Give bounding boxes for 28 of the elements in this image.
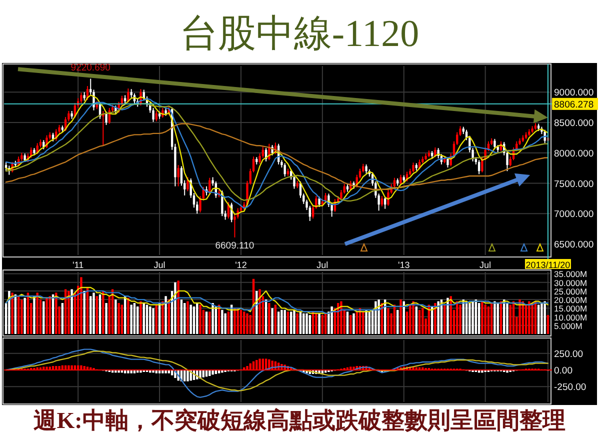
y-tick-label: 30.000M bbox=[554, 278, 588, 288]
y-tick-label: 10.000M bbox=[554, 312, 588, 322]
annotation: 9220.690 bbox=[70, 62, 110, 74]
annotation: 6609.110 bbox=[215, 240, 254, 252]
ref-line-label: 8806.278 bbox=[554, 99, 594, 110]
x-tick-label: '12 bbox=[235, 260, 247, 270]
x-tick-label: Jul bbox=[480, 260, 492, 270]
y-tick-label: 7000.000 bbox=[554, 209, 594, 220]
y-tick-label: 8000.000 bbox=[554, 148, 594, 160]
y-tick-label: 6500.000 bbox=[554, 240, 594, 251]
x-tick-label: 2013/11/20 bbox=[526, 260, 570, 270]
y-tick-label: 5.000M bbox=[554, 320, 582, 331]
y-tick-label: -250.00 bbox=[554, 382, 586, 394]
x-tick-label: '13 bbox=[398, 260, 410, 270]
y-tick-label: 35.000M bbox=[554, 269, 588, 280]
y-tick-label: 20.000M bbox=[554, 295, 588, 306]
y-tick-label: 15.000M bbox=[554, 304, 588, 314]
y-tick-label: 250.00 bbox=[554, 348, 584, 360]
text: 週K:中軸，不突破短線高點或跌破整數則呈區間整理 bbox=[34, 407, 566, 433]
x-tick-label: Jul bbox=[316, 260, 328, 270]
x-tick-label: '11 bbox=[72, 260, 84, 270]
y-tick-label: 7500.000 bbox=[554, 178, 594, 190]
y-tick-label: 8500.000 bbox=[554, 118, 594, 130]
chart-title: 台股中線-1120 bbox=[180, 13, 420, 55]
y-tick-label: 25.000M bbox=[554, 286, 588, 296]
y-tick-label: 9000.000 bbox=[554, 88, 594, 99]
y-tick-label: 0.00 bbox=[554, 366, 572, 376]
x-tick-label: Jul bbox=[154, 260, 166, 270]
